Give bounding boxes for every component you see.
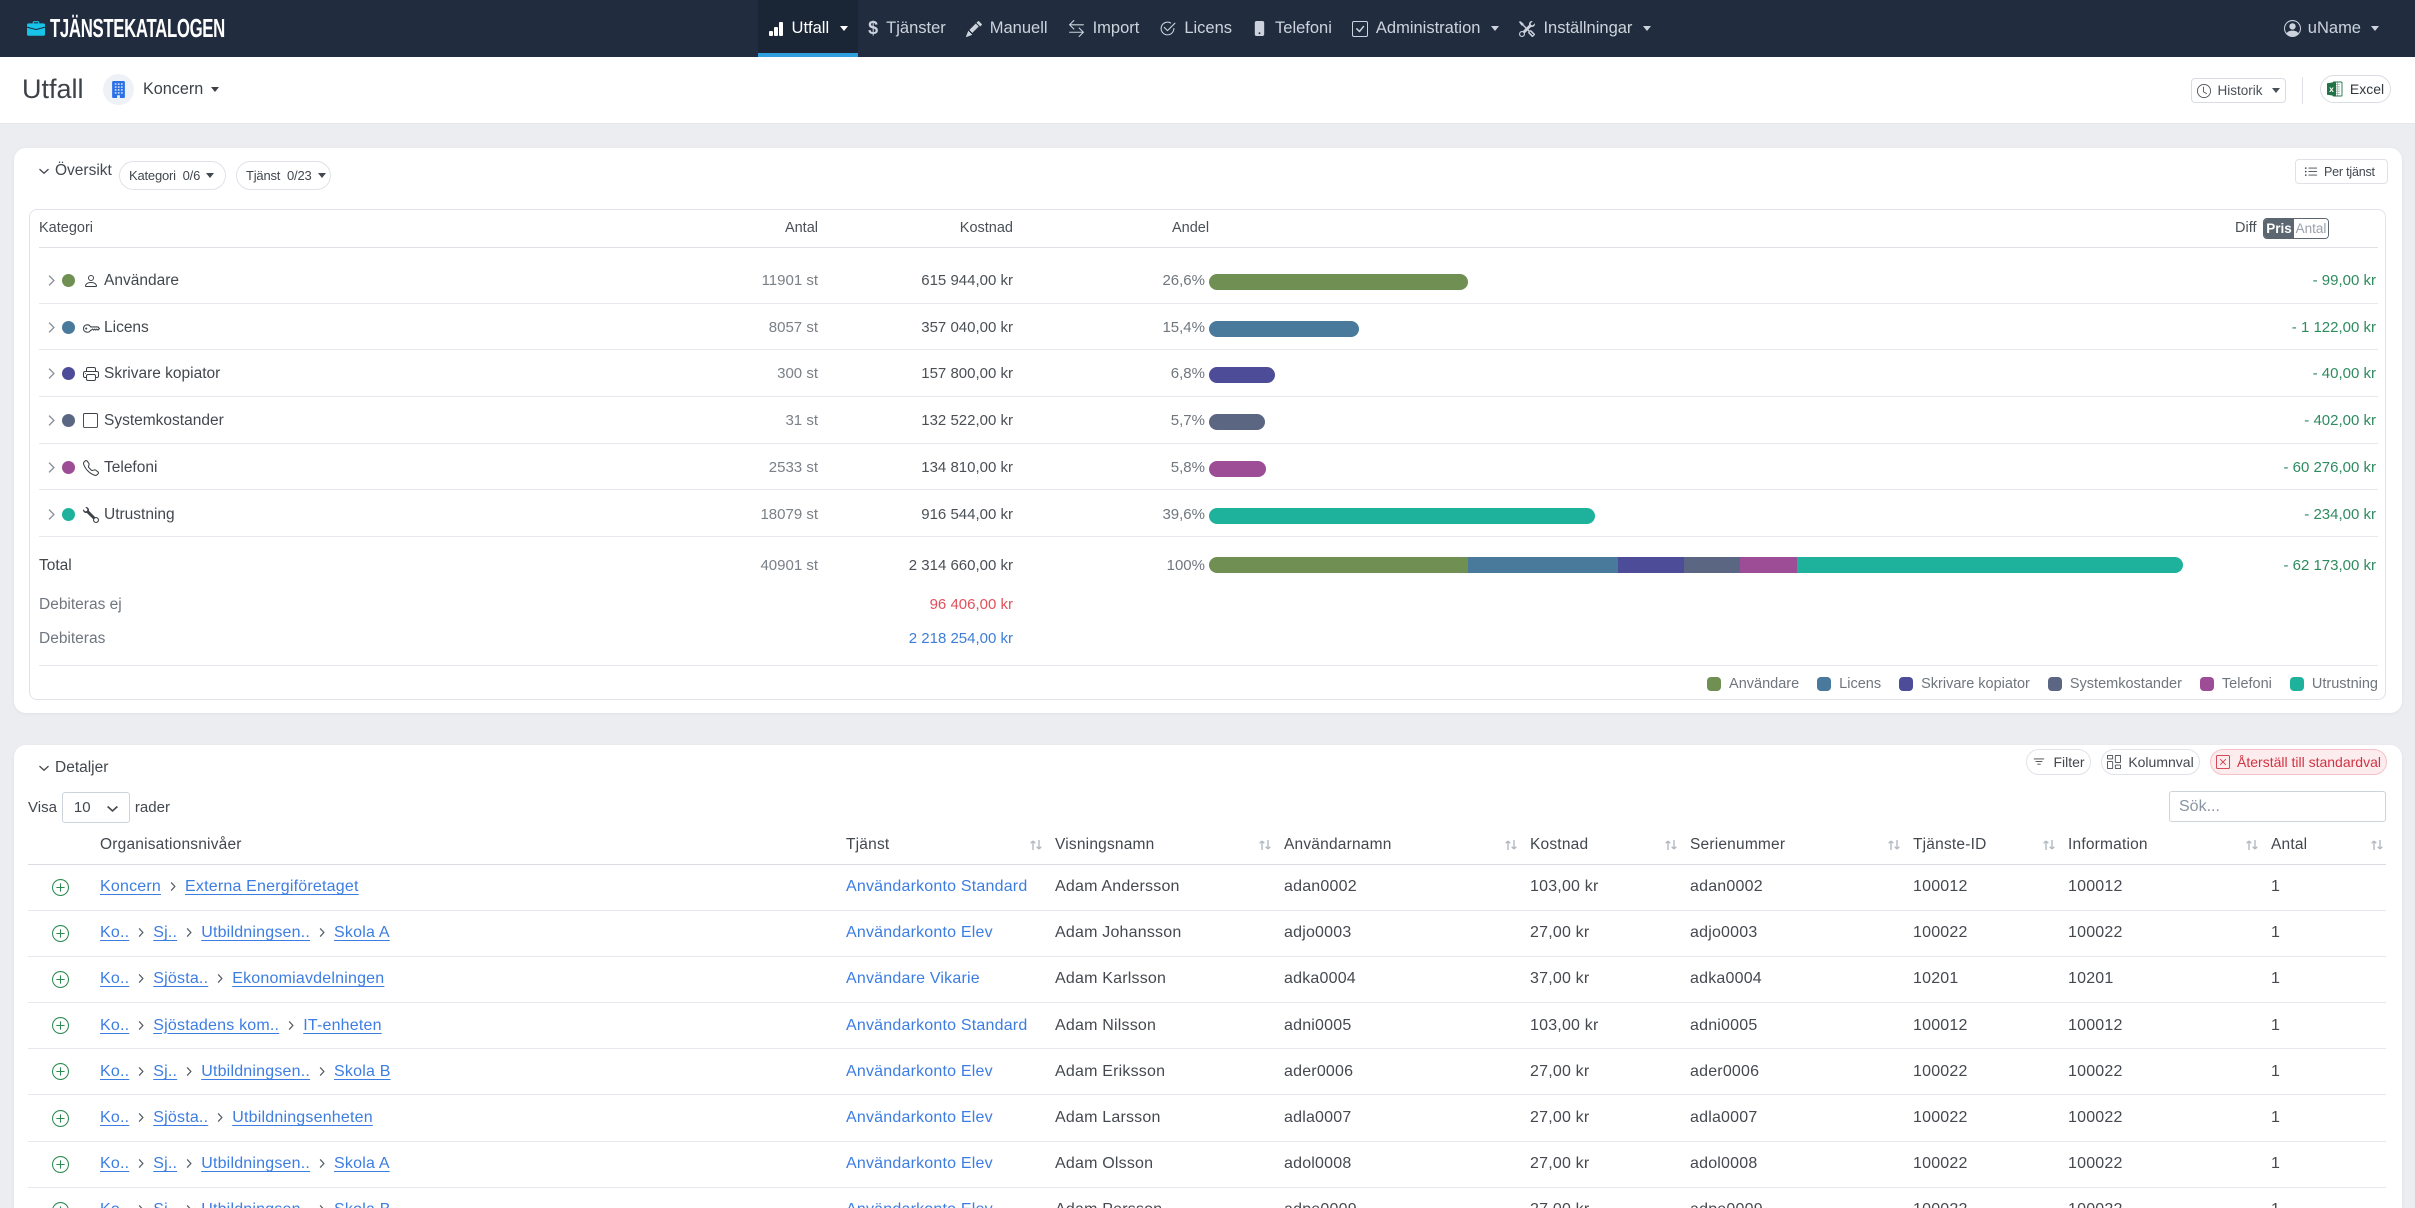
- svg-text:x: x: [2329, 84, 2334, 94]
